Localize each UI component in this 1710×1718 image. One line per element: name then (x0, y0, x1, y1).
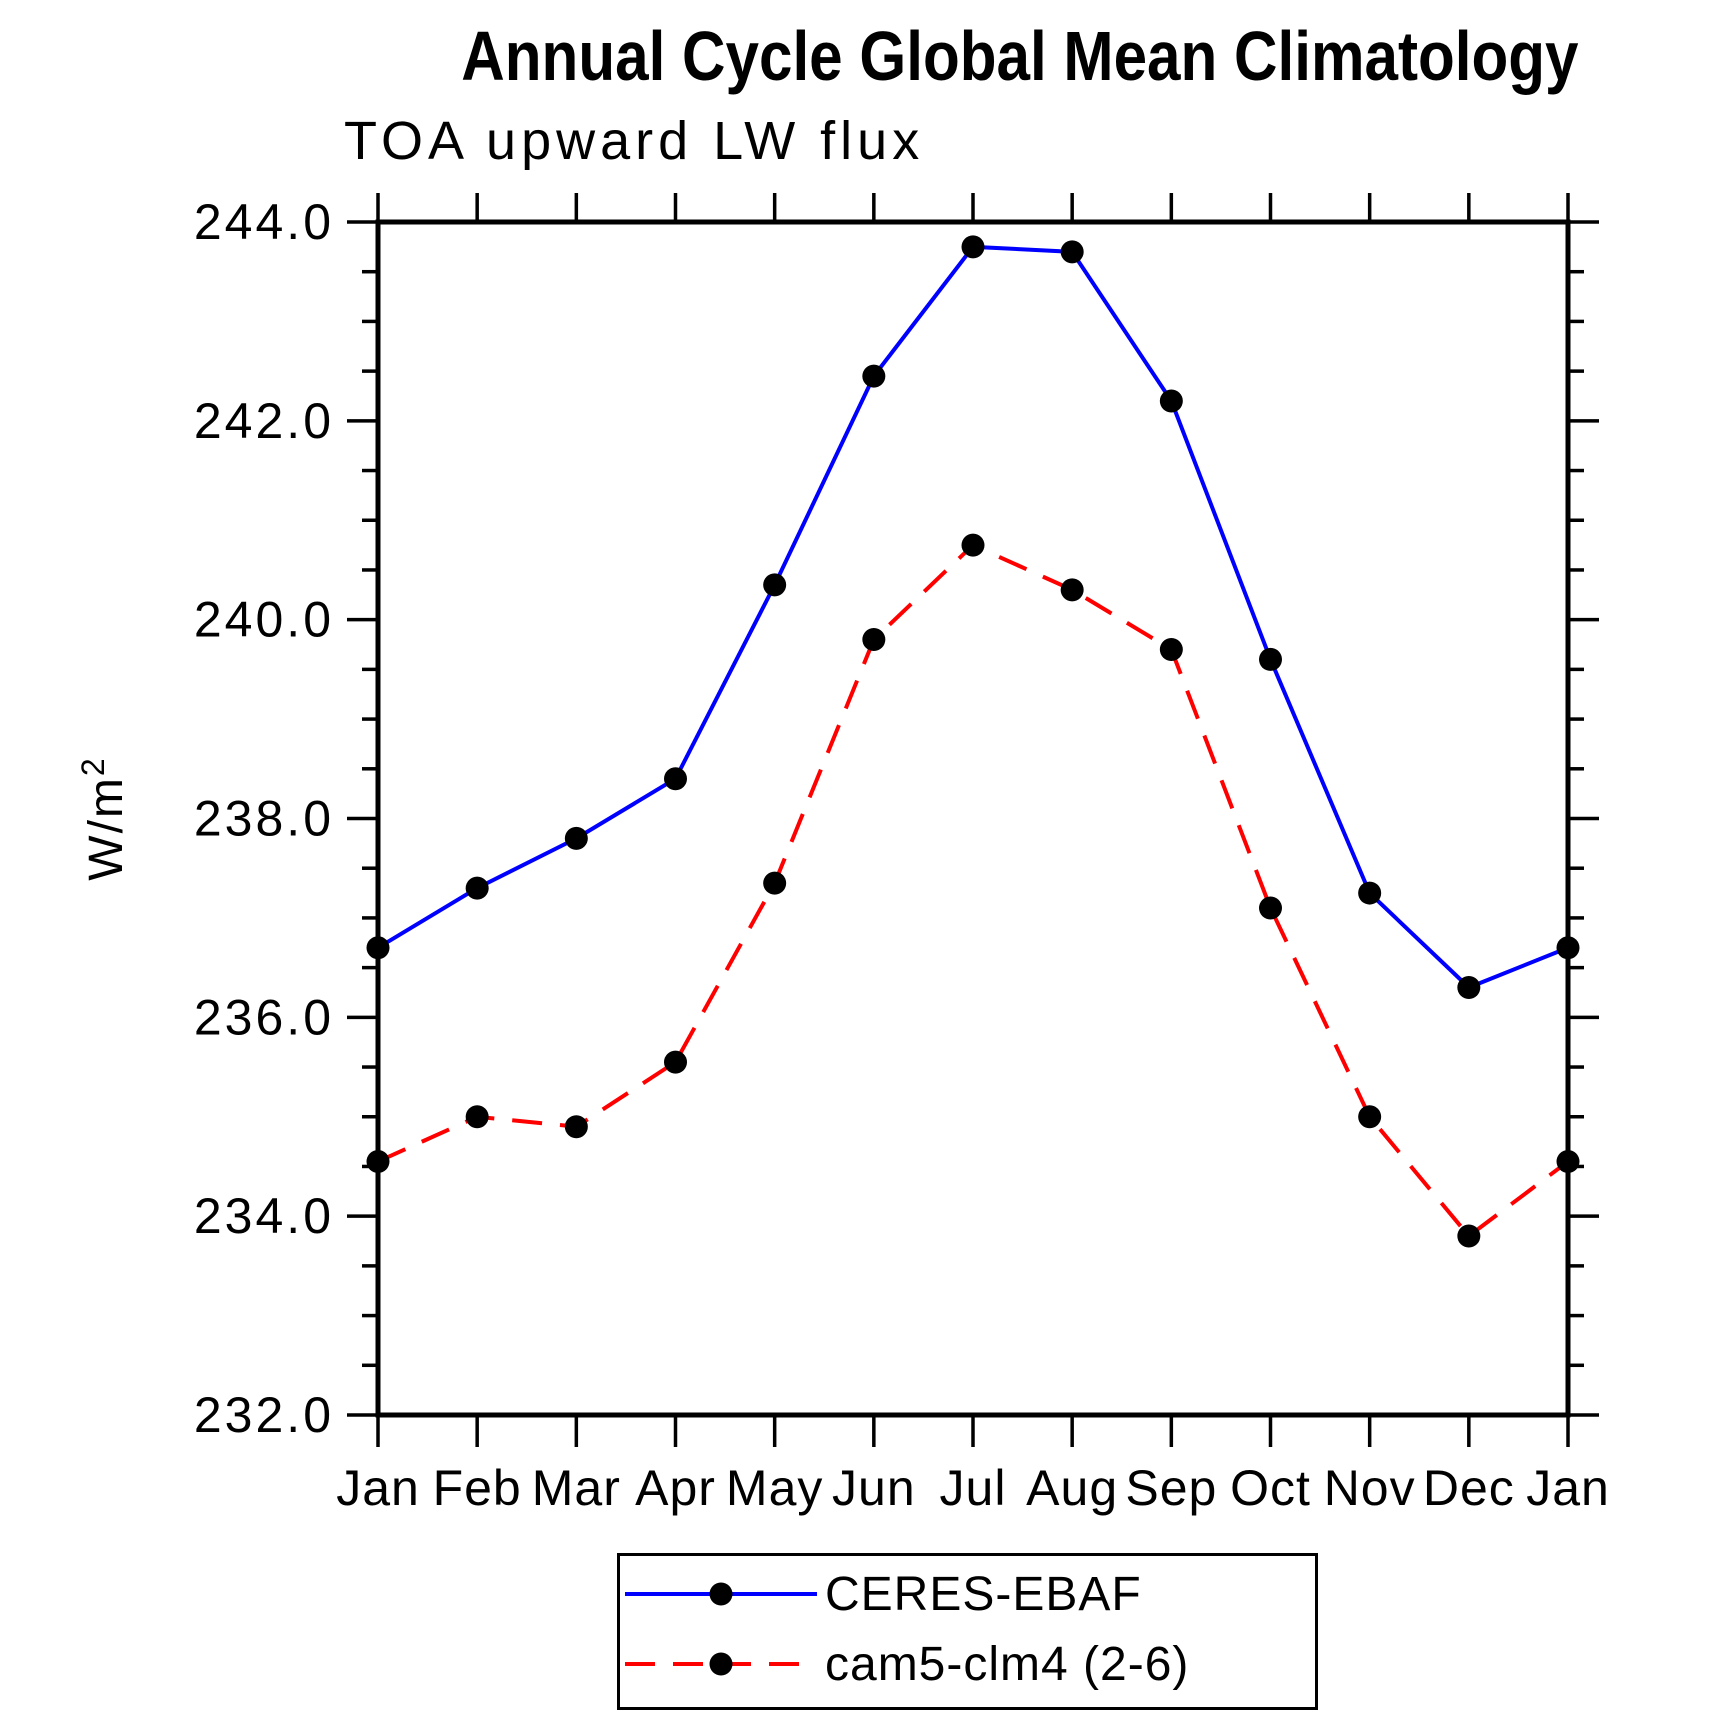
data-point-marker (763, 871, 787, 895)
data-point-marker (1556, 936, 1580, 960)
x-tick-label: Oct (1230, 1460, 1311, 1516)
legend-item-cam5: cam5-clm4 (2-6) (625, 1637, 1310, 1691)
series-line-cam5-clm4 (377, 542, 1570, 1239)
y-axis-unit-superscript: 2 (75, 756, 111, 776)
x-tick-label: Mar (532, 1460, 621, 1516)
y-tick-label: 234.0 (194, 1188, 334, 1244)
data-point-marker (1060, 578, 1084, 602)
x-tick-label: Jan (336, 1460, 420, 1516)
x-tick-label: Sep (1125, 1460, 1217, 1516)
series-line-ceres-ebaf (376, 244, 1569, 990)
data-point-marker (465, 1105, 489, 1129)
data-point-marker (465, 876, 489, 900)
data-point-marker (763, 573, 787, 597)
x-tick-label: Aug (1026, 1460, 1118, 1516)
legend-item-ceres: CERES-EBAF (625, 1567, 1310, 1621)
data-point-marker (961, 533, 985, 557)
y-tick-label: 236.0 (194, 989, 334, 1045)
data-point-marker (961, 235, 985, 259)
data-point-marker (1259, 647, 1282, 671)
data-point-marker (1457, 976, 1481, 1000)
legend-label-cam5: cam5-clm4 (2-6) (825, 1637, 1190, 1691)
x-tick-label: Feb (433, 1460, 522, 1516)
data-point-marker (664, 1050, 687, 1074)
legend-label-ceres: CERES-EBAF (825, 1567, 1142, 1621)
x-tick-label: Jul (940, 1460, 1007, 1516)
plot-box (375, 219, 1571, 1418)
legend-line-solid-icon (625, 1582, 817, 1606)
y-axis-unit-label: W/m2 (75, 756, 133, 880)
data-point-marker (1358, 1105, 1382, 1129)
data-point-marker (564, 1115, 588, 1139)
y-tick-label: 242.0 (194, 393, 334, 449)
data-point-marker (366, 1149, 390, 1173)
data-point-marker (1060, 240, 1084, 264)
x-tick-label: Nov (1324, 1460, 1416, 1516)
legend: CERES-EBAF cam5-clm4 (2-6) (617, 1553, 1318, 1710)
legend-line-dashed-icon (625, 1652, 817, 1676)
legend-marker-dot-icon (709, 1582, 733, 1606)
data-point-marker (1556, 1149, 1580, 1173)
x-tick-label: May (726, 1460, 823, 1516)
y-tick-label: 232.0 (194, 1387, 334, 1443)
legend-marker-dot-icon (709, 1652, 733, 1676)
data-point-marker (1259, 896, 1282, 920)
data-point-marker (862, 628, 886, 652)
y-tick-label: 244.0 (194, 194, 334, 250)
data-point-marker (664, 767, 687, 791)
chart-subtitle: TOA upward LW flux (344, 111, 925, 171)
data-point-marker (1159, 637, 1183, 661)
data-point-marker (1159, 389, 1183, 413)
data-point-marker (862, 364, 886, 388)
y-tick-label: 238.0 (194, 791, 334, 847)
data-point-marker (564, 826, 588, 850)
data-point-marker (1457, 1224, 1481, 1248)
x-tick-label: Jan (1526, 1460, 1610, 1516)
x-tick-label: Dec (1423, 1460, 1515, 1516)
x-tick-label: Jun (832, 1460, 916, 1516)
y-tick-label: 240.0 (194, 592, 334, 648)
data-point-marker (366, 936, 390, 960)
chart-title: Annual Cycle Global Mean Climatology (461, 17, 1579, 95)
x-tick-label: Apr (635, 1460, 716, 1516)
data-point-marker (1358, 881, 1382, 905)
